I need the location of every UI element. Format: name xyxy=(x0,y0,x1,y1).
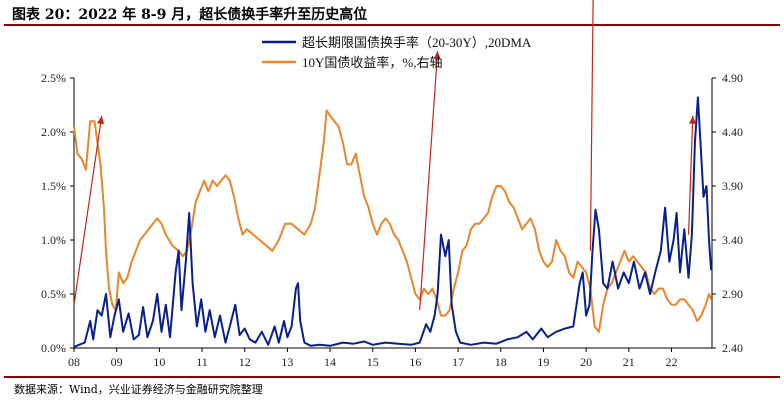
arrow-annotation-line xyxy=(419,50,439,311)
x-tick-label: 13 xyxy=(281,355,293,369)
series-layer xyxy=(73,96,713,348)
right-tick-label: 2.40 xyxy=(722,341,743,355)
left-tick-label: 1.5% xyxy=(41,179,66,193)
yield-series-line xyxy=(73,109,713,333)
arrow-annotation-head xyxy=(97,115,105,125)
x-tick-label: 15 xyxy=(367,355,379,369)
x-tick-label: 12 xyxy=(239,355,251,369)
bottom-rule xyxy=(4,376,780,378)
x-axis: 08 09 10 11 12 13 14 15 16 17 18 19 20 21 22 xyxy=(68,347,712,369)
x-tick-label: 18 xyxy=(495,355,507,369)
left-tick-label: 1.0% xyxy=(41,233,66,247)
x-tick-label: 22 xyxy=(665,355,677,369)
x-tick-label: 14 xyxy=(324,355,336,369)
left-tick-label: 0.5% xyxy=(41,287,66,301)
x-tick-label: 17 xyxy=(452,355,464,369)
left-tick-label: 0.0% xyxy=(41,341,66,355)
arrow-annotation-line xyxy=(687,115,694,235)
right-tick-label: 4.90 xyxy=(722,71,743,85)
title-bar: 图表 20：2022 年 8-9 月，超长债换手率升至历史高位 xyxy=(4,2,780,26)
arrow-annotation-line xyxy=(73,115,103,305)
annotation-layer xyxy=(73,0,697,311)
chart: 0.0% 0.5% 1.0% 1.5% 2.0% 2.5% 2.40 2.90 3.40 3.9… xyxy=(41,0,743,369)
right-axis: 2.40 2.90 3.40 3.90 4.40 4.90 xyxy=(711,71,743,355)
arrow-annotation-head xyxy=(433,51,441,60)
x-tick-label: 21 xyxy=(623,355,635,369)
x-tick-label: 16 xyxy=(409,355,421,369)
right-tick-label: 3.90 xyxy=(722,179,743,193)
page-title: 图表 20：2022 年 8-9 月，超长债换手率升至历史高位 xyxy=(12,7,368,23)
left-tick-label: 2.5% xyxy=(41,71,66,85)
x-tick-label: 08 xyxy=(68,355,80,369)
right-tick-label: 4.40 xyxy=(722,125,743,139)
x-tick-label: 11 xyxy=(196,355,208,369)
legend: 超长期限国债换手率（20-30Y）,20DMA 10Y国债收益率，%,右轴 xyxy=(262,35,532,70)
right-tick-label: 2.90 xyxy=(722,287,743,301)
x-tick-label: 19 xyxy=(537,355,549,369)
arrow-annotation-head xyxy=(689,115,697,124)
legend-turnover-label: 超长期限国债换手率（20-30Y）,20DMA xyxy=(302,35,532,50)
x-tick-label: 10 xyxy=(153,355,165,369)
legend-yield-label: 10Y国债收益率，%,右轴 xyxy=(302,55,442,70)
x-tick-label: 09 xyxy=(111,355,123,369)
right-tick-label: 3.40 xyxy=(722,233,743,247)
turnover-series-line xyxy=(73,96,713,348)
left-tick-label: 2.0% xyxy=(41,125,66,139)
x-tick-label: 20 xyxy=(580,355,592,369)
arrow-annotation-line xyxy=(589,0,594,251)
source-note: 数据来源：Wind，兴业证券经济与金融研究院整理 xyxy=(14,383,263,396)
left-axis: 0.0% 0.5% 1.0% 1.5% 2.0% 2.5% xyxy=(41,71,75,355)
